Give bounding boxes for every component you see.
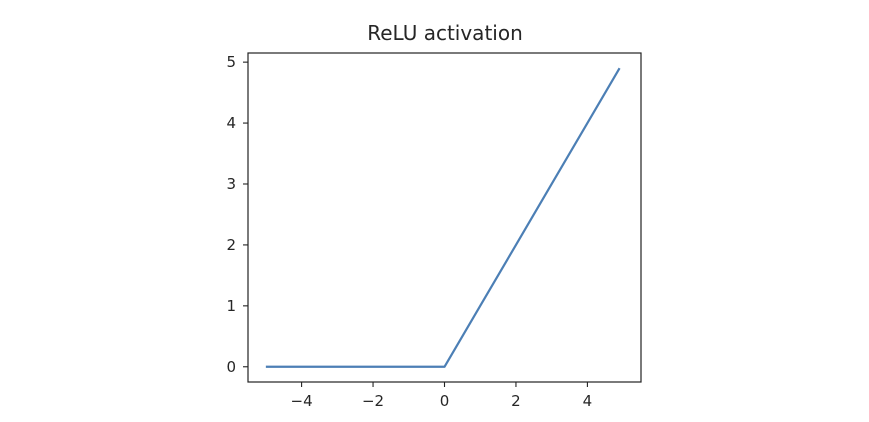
y-tick-label: 1 [226, 297, 236, 315]
axes: −4 −2 0 2 4 0 1 2 3 4 5 [226, 52, 642, 410]
y-tick-label: 3 [226, 175, 236, 193]
x-tick-label: 0 [440, 392, 450, 410]
plot-area [265, 67, 621, 368]
x-tick-label: −4 [291, 392, 313, 410]
x-tick-label: 4 [583, 392, 593, 410]
y-tick-label: 0 [226, 358, 236, 376]
axes-frame [247, 52, 642, 383]
y-tick-label: 2 [226, 236, 236, 254]
chart-title: ReLU activation [367, 21, 523, 45]
y-tick-label: 5 [226, 53, 236, 71]
x-tick-label: 2 [511, 392, 521, 410]
series-line-0 [265, 67, 621, 368]
x-tick-label: −2 [362, 392, 384, 410]
y-tick-label: 4 [226, 114, 236, 132]
